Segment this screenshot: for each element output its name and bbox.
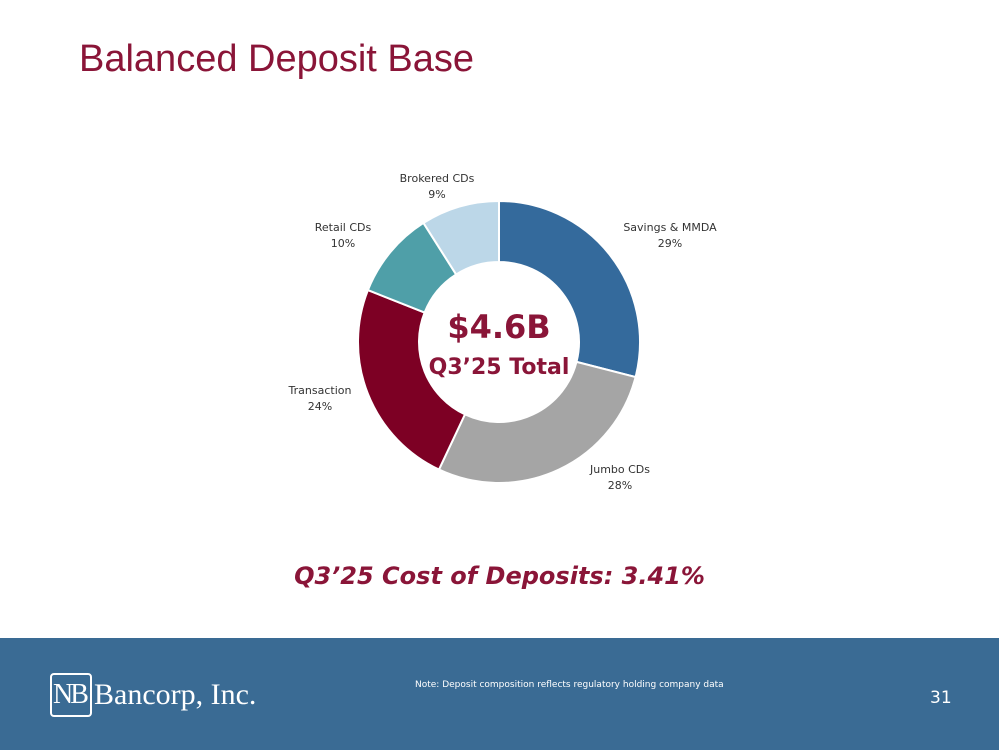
- slice-name-transaction: Transaction: [288, 384, 352, 397]
- donut-svg: Savings & MMDA 29% Jumbo CDs 28% Transaction…: [288, 172, 718, 492]
- slice-jumbo-cds: [437, 360, 637, 484]
- center-total-label: Q3’25 Total: [429, 355, 570, 380]
- slice-name-retail-cds: Retail CDs: [315, 221, 372, 234]
- slice-name-savings-mmda: Savings & MMDA: [623, 221, 717, 234]
- page-number: 31: [930, 688, 952, 708]
- slice-name-jumbo-cds: Jumbo CDs: [589, 463, 650, 476]
- cost-of-deposits: Q3’25 Cost of Deposits: 3.41%: [294, 562, 705, 590]
- logo-text: Bancorp, Inc.: [94, 678, 257, 711]
- deposit-donut-chart: Savings & MMDA 29% Jumbo CDs 28% Transaction…: [288, 172, 718, 492]
- slice-value-brokered-cds: 9%: [428, 188, 445, 201]
- logo-mark: NB: [50, 673, 92, 717]
- slice-name-brokered-cds: Brokered CDs: [400, 172, 475, 185]
- slice-transaction: [357, 288, 467, 471]
- slice-value-transaction: 24%: [308, 400, 332, 413]
- company-logo: NB Bancorp, Inc.: [50, 670, 256, 720]
- slice-value-jumbo-cds: 28%: [608, 479, 632, 492]
- slice-value-retail-cds: 10%: [331, 237, 355, 250]
- footnote: Note: Deposit composition reflects regul…: [415, 680, 724, 690]
- center-total-value: $4.6B: [447, 308, 550, 346]
- slice-savings-mmda: [498, 199, 641, 379]
- slide-title: Balanced Deposit Base: [79, 38, 475, 80]
- slice-value-savings-mmda: 29%: [658, 237, 682, 250]
- slice-brokered-cds: [422, 199, 500, 276]
- footer-bar: [0, 638, 999, 750]
